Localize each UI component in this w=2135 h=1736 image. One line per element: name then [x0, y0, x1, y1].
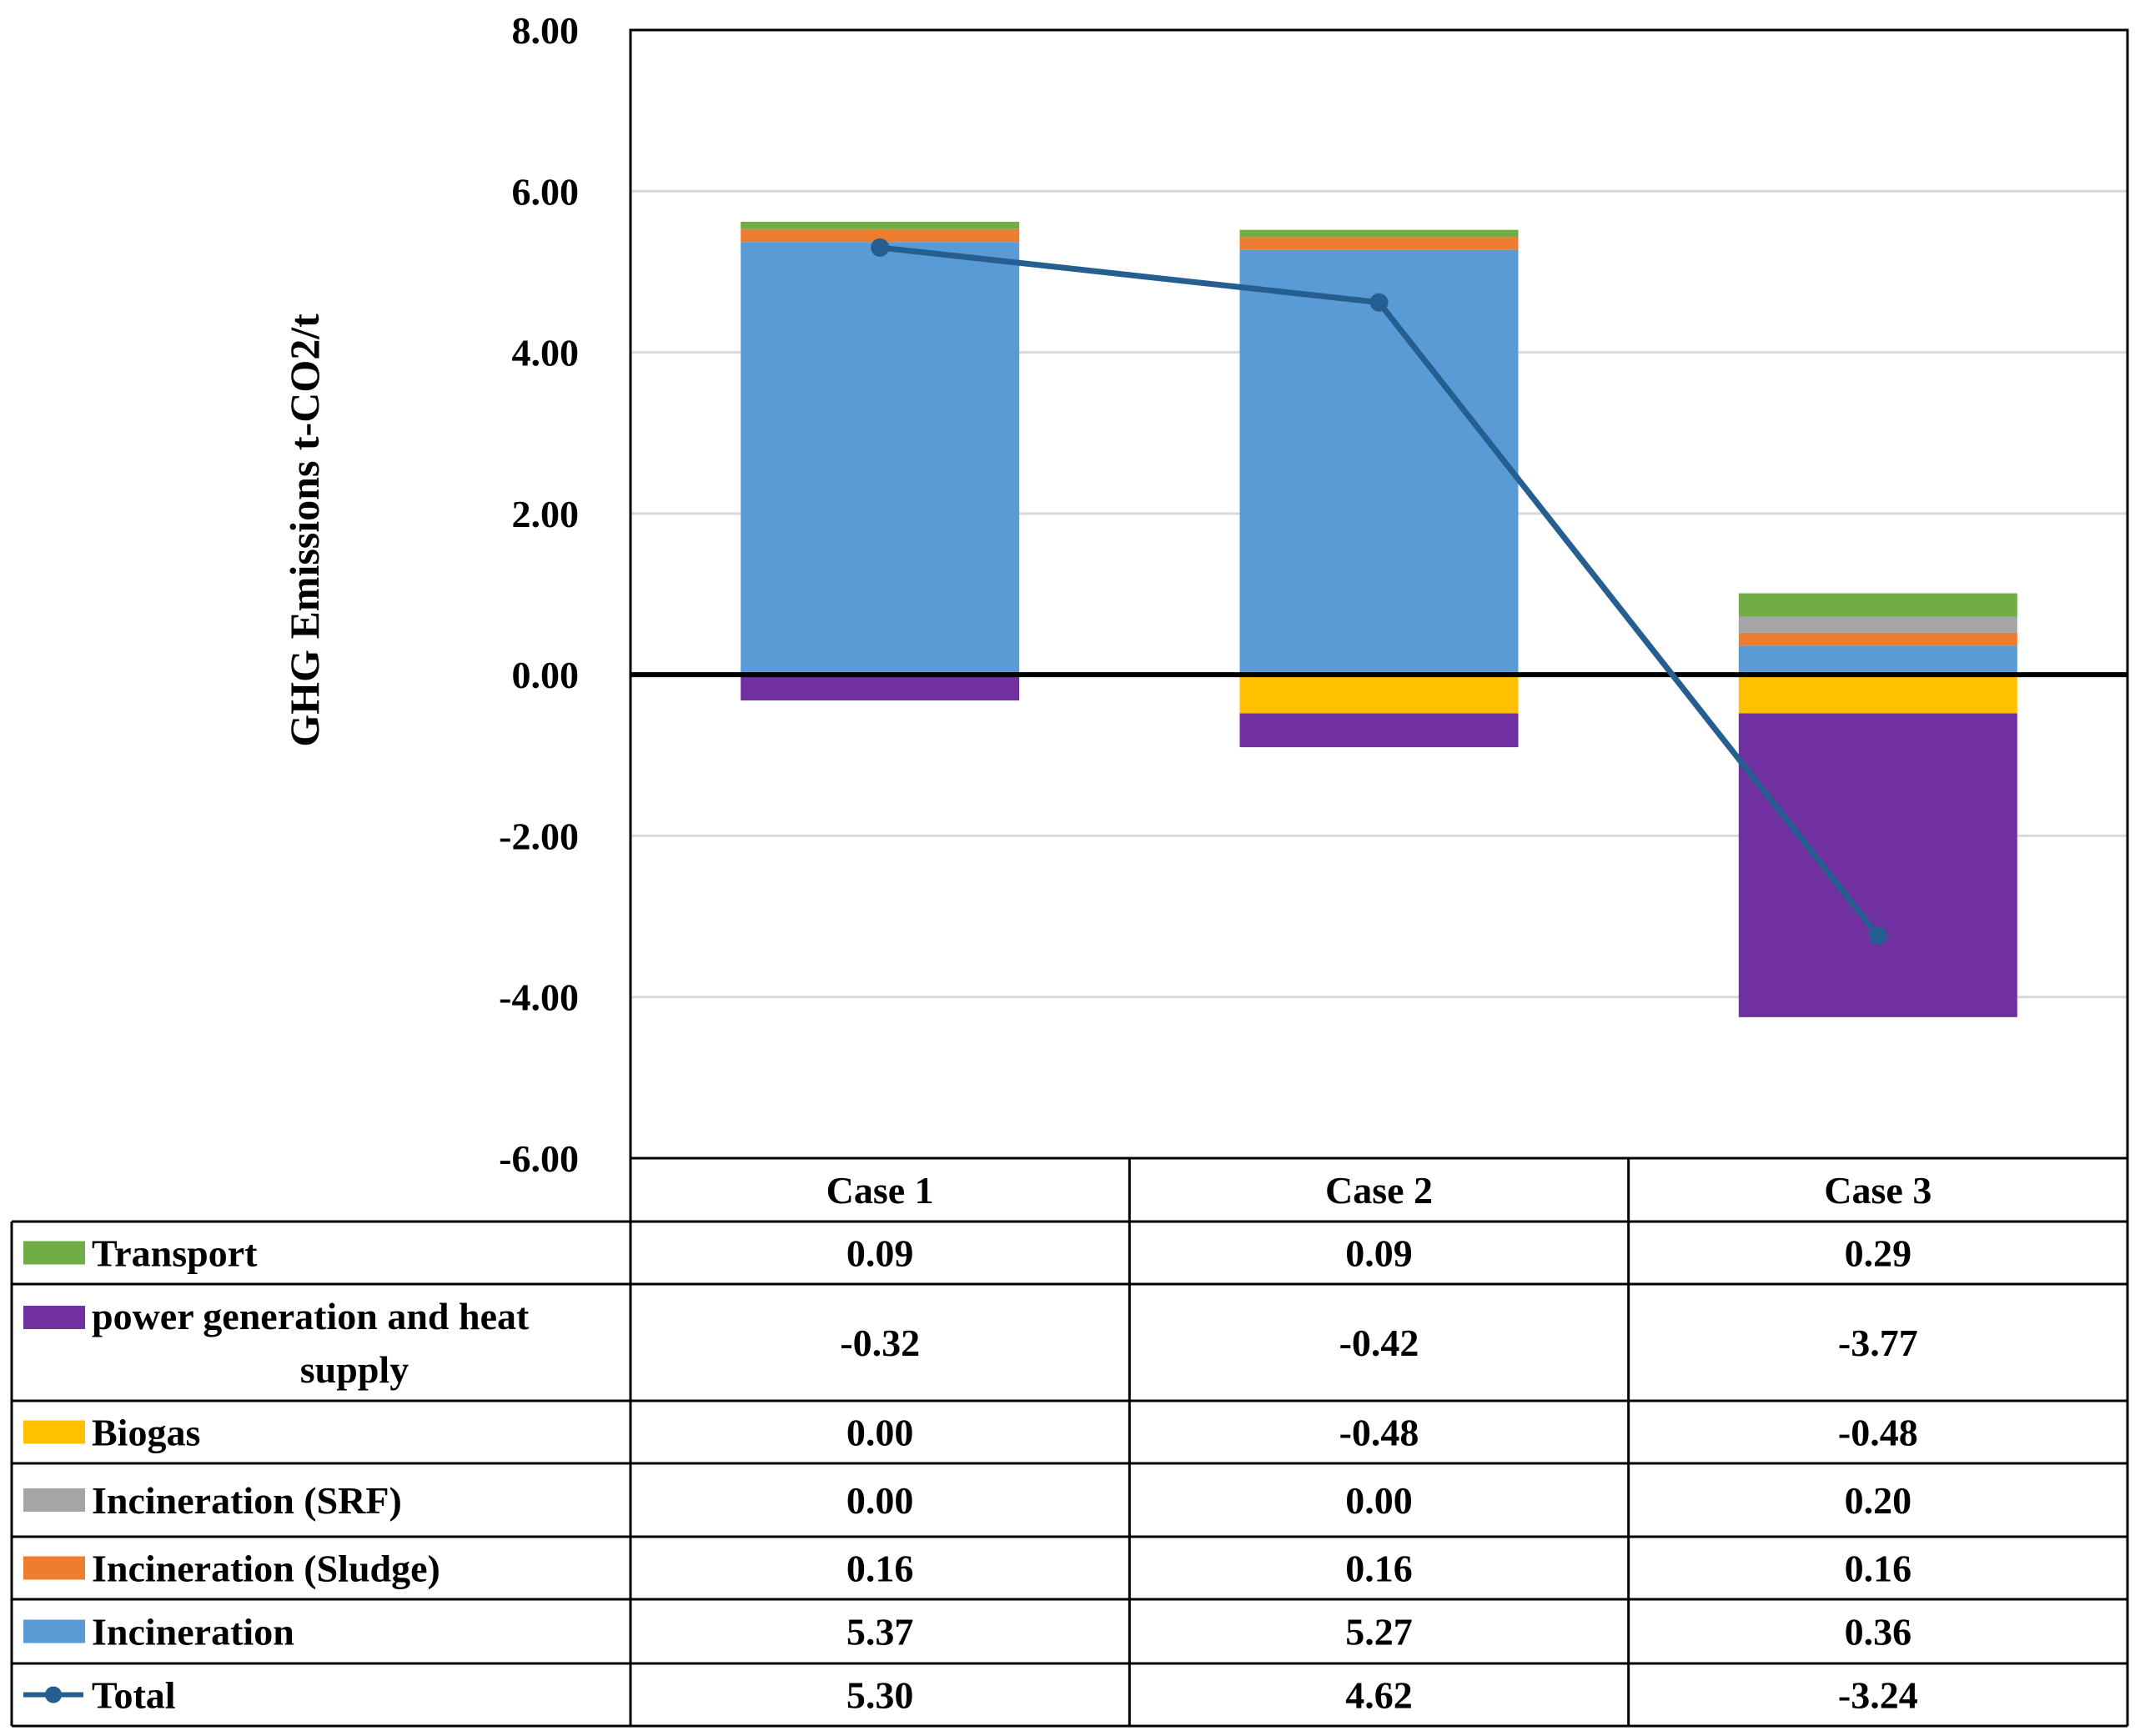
value-incineration-sludge-case-3: 0.16: [1845, 1548, 1912, 1590]
value-power-generation-and-heat-supply-case-2: -0.42: [1339, 1322, 1419, 1364]
row-label-power-generation-and-heat-supply-line1: power generation and heat: [92, 1295, 530, 1337]
value-incineration-case-3: 0.36: [1845, 1611, 1912, 1653]
data-table: Case 1 Case 2 Case 3 Transport 0.09 0.09 0.29 p…: [10, 1158, 2129, 1728]
bar-biogas-case-2: [1239, 675, 1519, 714]
legend-key-biogas: [23, 1420, 85, 1444]
table-row-incineration-srf: Incineration (SRF) 0.00 0.00 0.20: [23, 1479, 1911, 1522]
bar-incineration-case-1: [741, 242, 1020, 675]
y-axis-ticks: 8.00 6.00 4.00 2.00 0.00 -2.00 -4.00 -6.00: [499, 9, 579, 1180]
category-label-case-3: Case 3: [1824, 1169, 1932, 1212]
y-tick-label-4-00: 4.00: [512, 332, 580, 374]
legend-key-incineration: [23, 1619, 85, 1643]
plot-border: [629, 28, 2129, 1160]
value-incineration-srf-case-3: 0.20: [1845, 1479, 1912, 1522]
bar-incineration-case-3: [1738, 645, 2017, 675]
row-label-transport: Transport: [92, 1232, 258, 1275]
value-biogas-case-2: -0.48: [1339, 1412, 1419, 1454]
bar-incineration-srf-case-3: [1738, 616, 2017, 633]
total-point-case-1: [871, 238, 890, 257]
y-tick-label-4-00: -4.00: [499, 976, 579, 1019]
value-incineration-srf-case-1: 0.00: [846, 1479, 914, 1522]
total-point-case-2: [1369, 293, 1389, 312]
y-tick-label-8-00: 8.00: [512, 9, 580, 52]
row-label-incineration: Incineration: [92, 1611, 294, 1653]
table-row-transport: Transport 0.09 0.09 0.29: [23, 1232, 1911, 1275]
value-transport-case-2: 0.09: [1345, 1232, 1413, 1275]
y-tick-label-6-00: 6.00: [512, 170, 580, 213]
bar-incineration-sludge-case-3: [1738, 632, 2017, 646]
value-biogas-case-3: -0.48: [1838, 1412, 1918, 1454]
total-point-case-3: [1868, 926, 1887, 946]
total-line: [871, 238, 1887, 946]
row-label-biogas: Biogas: [92, 1412, 200, 1454]
value-total-case-1: 5.30: [846, 1674, 914, 1717]
bar-transport-case-3: [1738, 593, 2017, 617]
value-power-generation-and-heat-supply-case-1: -0.32: [840, 1322, 920, 1364]
table-row-incineration: Incineration 5.37 5.27 0.36: [23, 1611, 1911, 1653]
row-label-incineration-srf: Incineration (SRF): [92, 1479, 402, 1522]
value-incineration-sludge-case-1: 0.16: [846, 1548, 914, 1590]
value-incineration-sludge-case-2: 0.16: [1345, 1548, 1413, 1590]
legend-key-power-generation-and-heat-supply: [23, 1306, 85, 1329]
bar-biogas-case-3: [1738, 675, 2017, 714]
value-biogas-case-1: 0.00: [846, 1412, 914, 1454]
value-transport-case-1: 0.09: [846, 1232, 914, 1275]
bar-incineration-sludge-case-1: [741, 228, 1020, 243]
row-label-power-generation-and-heat-supply-line2: supply: [300, 1348, 409, 1391]
legend-key-incineration-srf: [23, 1488, 85, 1512]
value-incineration-case-2: 5.27: [1345, 1611, 1413, 1653]
table-row-incineration-sludge: Incineration (Sludge) 0.16 0.16 0.16: [23, 1548, 1911, 1590]
table-row-total: Total 5.30 4.62 -3.24: [23, 1674, 1918, 1717]
bar-power-generation-and-heat-supply-case-1: [741, 675, 1020, 701]
table-row-power-generation-and-heat-supply: power generation and heat supply -0.32 -0.4…: [23, 1295, 1918, 1391]
bar-incineration-sludge-case-2: [1239, 237, 1519, 250]
legend-key-marker-total: [45, 1686, 62, 1703]
bar-transport-case-2: [1239, 229, 1519, 238]
y-axis-label: GHG Emissions t-CO2/t: [281, 314, 328, 747]
category-label-case-2: Case 2: [1325, 1169, 1433, 1212]
legend-key-incineration-sludge: [23, 1556, 85, 1580]
bar-transport-case-1: [741, 222, 1020, 229]
row-label-incineration-sludge: Incineration (Sludge): [92, 1548, 440, 1590]
bar-stacks: [741, 222, 2017, 1017]
y-tick-label-2-00: -2.00: [499, 815, 579, 857]
y-tick-label-2-00: 2.00: [512, 493, 580, 535]
plot-frame: [629, 28, 2129, 1160]
legend-key-transport: [23, 1241, 85, 1265]
value-transport-case-3: 0.29: [1845, 1232, 1912, 1275]
y-tick-label-0-00: 0.00: [512, 654, 580, 696]
bar-incineration-case-2: [1239, 249, 1519, 675]
y-tick-label-6-00: -6.00: [499, 1137, 579, 1180]
value-incineration-srf-case-2: 0.00: [1345, 1479, 1413, 1522]
category-label-case-1: Case 1: [826, 1169, 934, 1212]
value-total-case-3: -3.24: [1838, 1674, 1918, 1717]
bar-power-generation-and-heat-supply-case-2: [1239, 713, 1519, 748]
value-total-case-2: 4.62: [1345, 1674, 1413, 1717]
value-incineration-case-1: 5.37: [846, 1611, 914, 1653]
value-power-generation-and-heat-supply-case-3: -3.77: [1838, 1322, 1918, 1364]
bar-power-generation-and-heat-supply-case-3: [1738, 713, 2017, 1017]
row-label-total: Total: [92, 1674, 176, 1717]
table-row-biogas: Biogas 0.00 -0.48 -0.48: [23, 1412, 1918, 1454]
